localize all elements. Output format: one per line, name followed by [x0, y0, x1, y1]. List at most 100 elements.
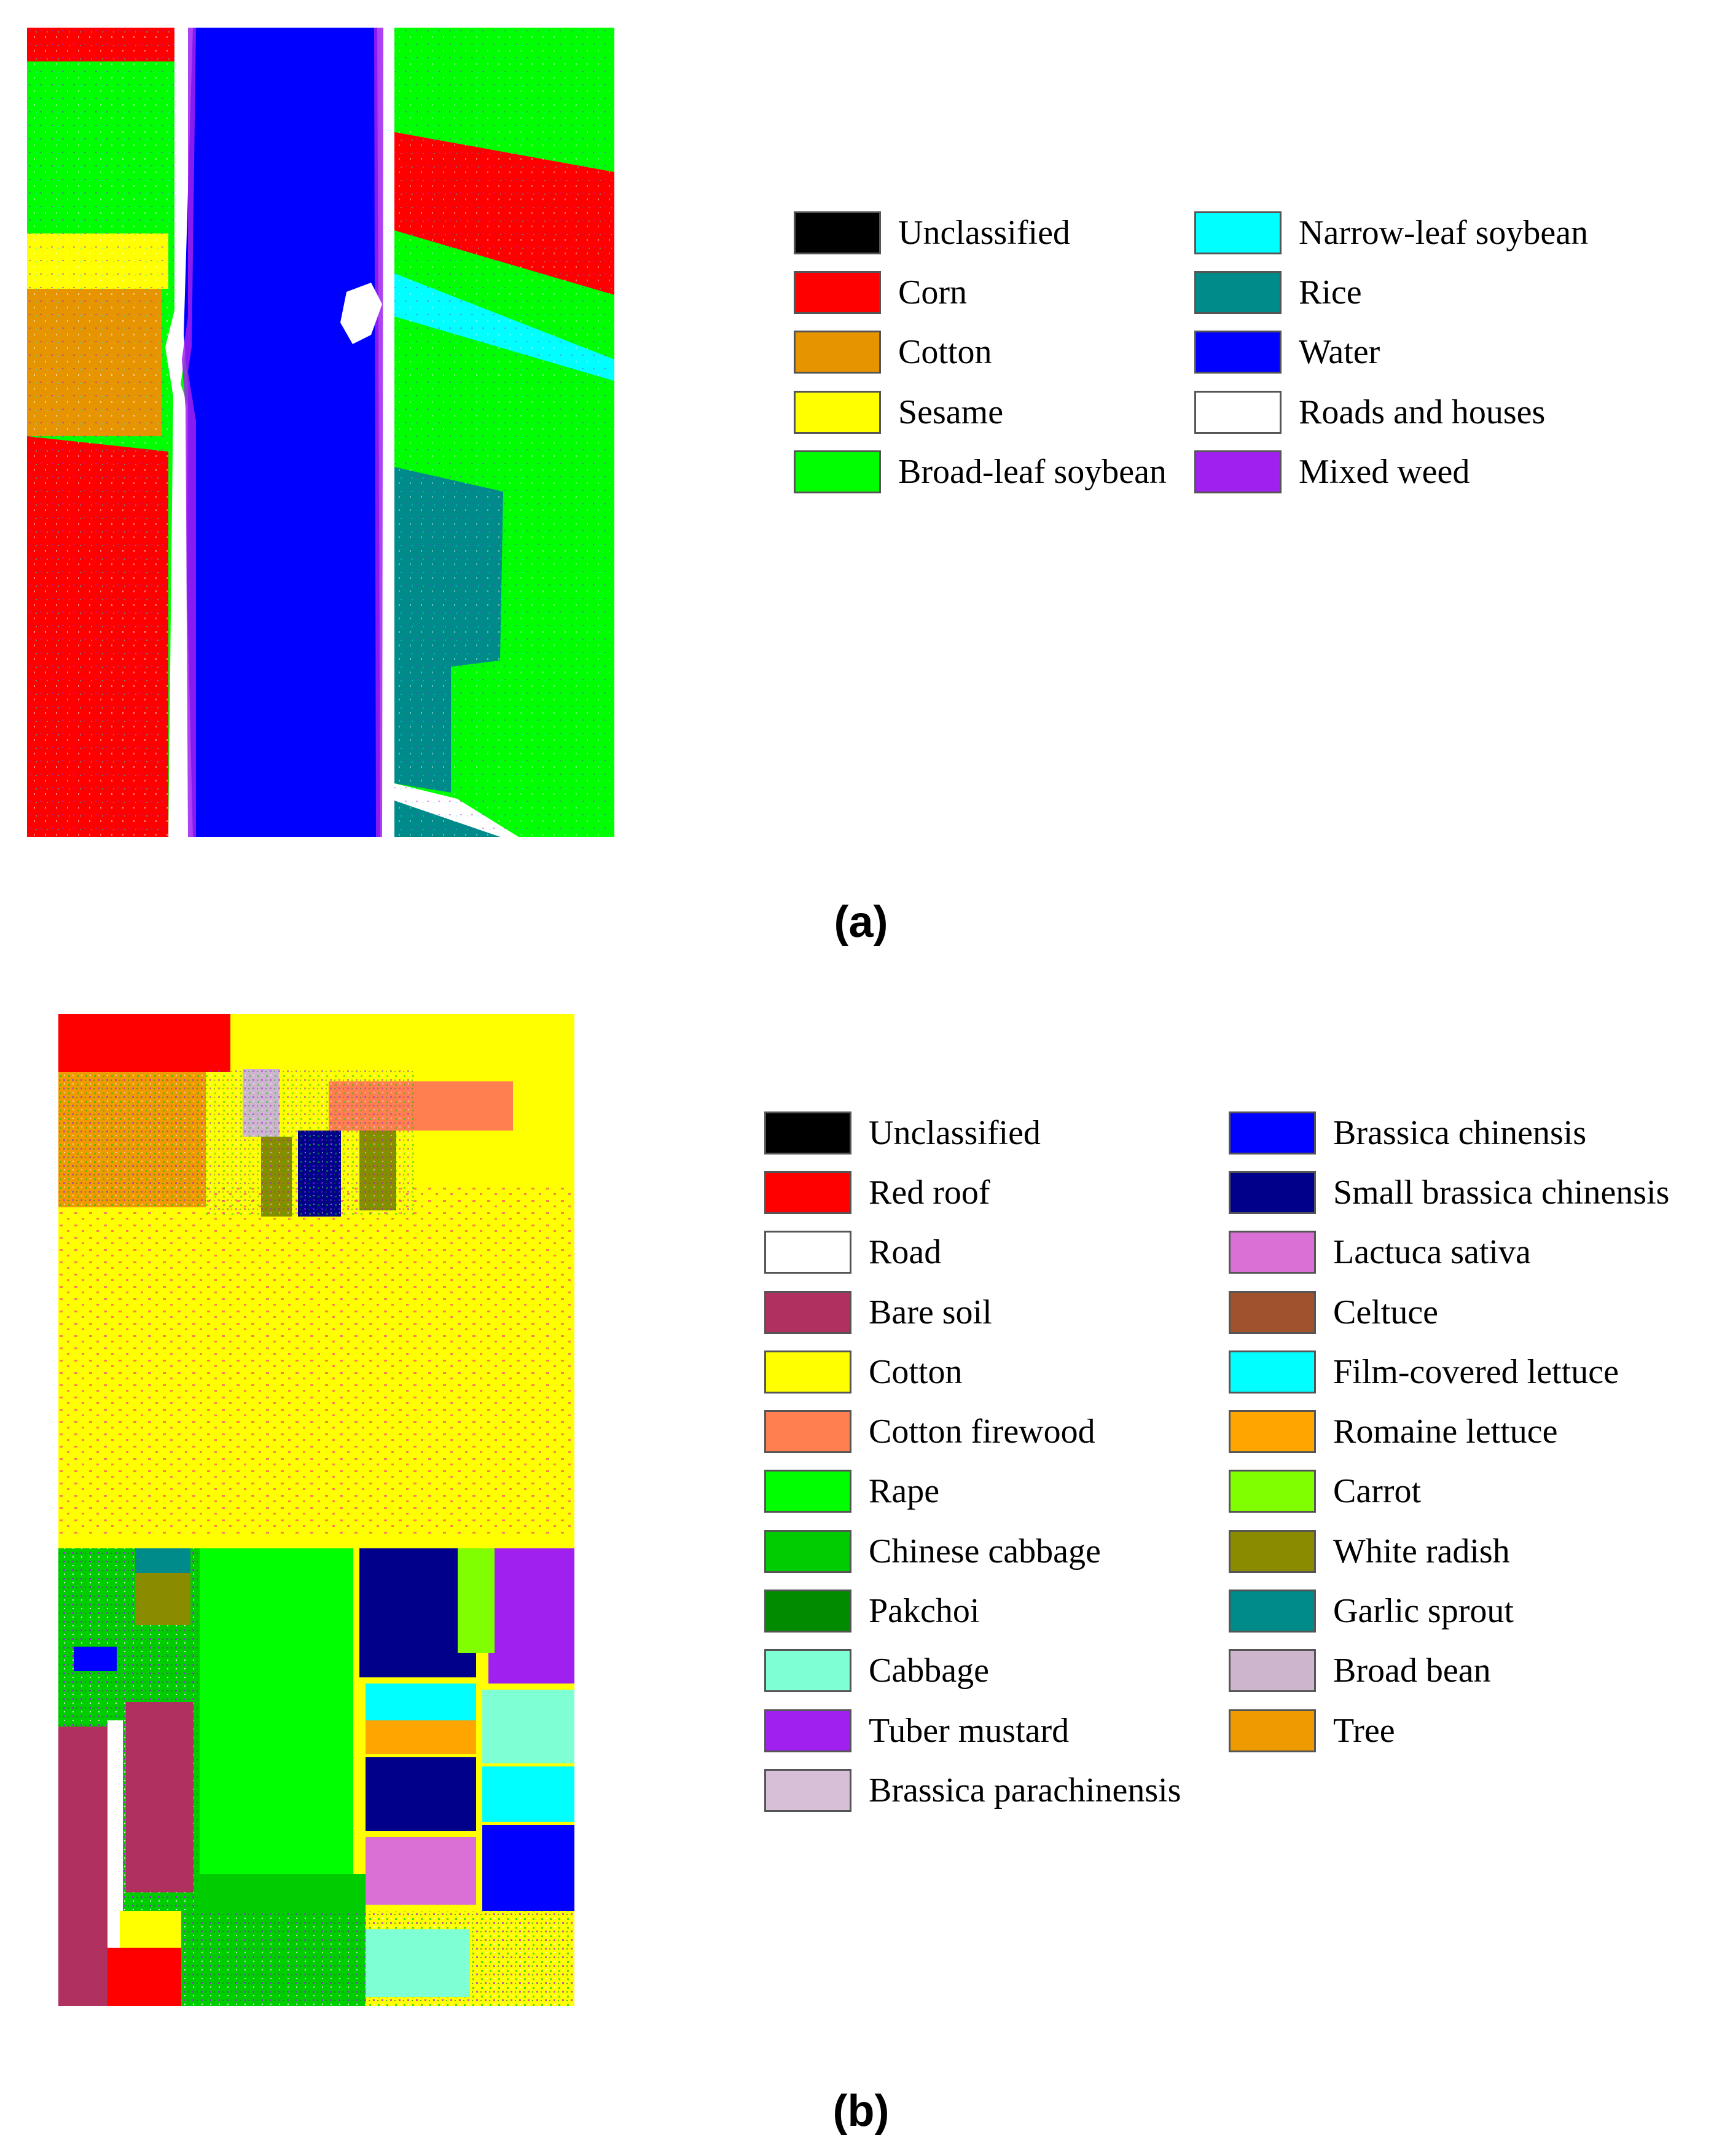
legend-label: Small brassica chinensis	[1333, 1173, 1670, 1212]
region-water	[184, 28, 380, 837]
region-lactuca	[366, 1837, 476, 1905]
legend-swatch	[764, 1768, 851, 1812]
legend-item-bare-soil: Bare soil	[764, 1282, 1181, 1342]
legend-column: Unclassified Corn Cotton Sesame Broad-le…	[794, 203, 1167, 501]
region-small-brassica-lower	[359, 1548, 476, 1677]
legend-item-lactuca-sativa: Lactuca sativa	[1229, 1223, 1669, 1282]
region-romaine	[366, 1720, 476, 1754]
legend-label: Water	[1299, 333, 1380, 372]
legend-label: Tree	[1333, 1711, 1395, 1750]
region-film-lettuce-2	[482, 1766, 574, 1822]
legend-swatch	[1229, 1350, 1316, 1394]
legend-label: Bare soil	[869, 1293, 992, 1331]
legend-swatch	[794, 211, 881, 254]
legend-a: Unclassified Corn Cotton Sesame Broad-le…	[794, 203, 1678, 498]
legend-swatch	[764, 1170, 851, 1214]
legend-item-red-roof: Red roof	[764, 1162, 1181, 1222]
legend-item-brassica-parachinensis: Brassica parachinensis	[764, 1760, 1181, 1820]
legend-item-unclassified: Unclassified	[794, 203, 1167, 262]
legend-b: Unclassified Red roof Road Bare soil Cot…	[764, 1103, 1710, 1812]
legend-label: Celtuce	[1333, 1293, 1439, 1331]
legend-label: Narrow-leaf soybean	[1299, 213, 1589, 252]
legend-item-cotton-firewood: Cotton firewood	[764, 1401, 1181, 1461]
legend-label: Cotton	[869, 1352, 963, 1391]
legend-item-road: Road	[764, 1223, 1181, 1282]
legend-label: Garlic sprout	[1333, 1592, 1514, 1631]
legend-item-celtuce: Celtuce	[1229, 1282, 1669, 1342]
legend-item-sesame: Sesame	[794, 382, 1167, 442]
region-mixed-weed-left	[182, 28, 196, 837]
legend-item-brassica-chinensis: Brassica chinensis	[1229, 1103, 1669, 1162]
region-bare-soil	[58, 1727, 108, 2006]
legend-swatch	[1229, 1470, 1316, 1513]
region-houses	[340, 283, 382, 344]
legend-label: Corn	[898, 273, 967, 312]
legend-label: Brassica chinensis	[1333, 1113, 1587, 1152]
legend-item-broad-leaf-soybean: Broad-leaf soybean	[794, 442, 1167, 501]
legend-swatch	[764, 1290, 851, 1334]
legend-label: Film-covered lettuce	[1333, 1352, 1619, 1391]
legend-swatch	[794, 270, 881, 314]
legend-item-unclassified: Unclassified	[764, 1103, 1181, 1162]
legend-item-narrow-leaf-soybean: Narrow-leaf soybean	[1194, 203, 1588, 262]
region-brassica-chinensis	[482, 1825, 574, 1911]
classification-map-b	[58, 1014, 574, 2006]
legend-swatch	[764, 1709, 851, 1752]
legend-item-romaine-lettuce: Romaine lettuce	[1229, 1401, 1669, 1461]
region-brassica-chinensis-small	[74, 1647, 117, 1671]
legend-swatch	[764, 1470, 851, 1513]
legend-label: Pakchoi	[869, 1592, 980, 1631]
legend-label: Roads and houses	[1299, 393, 1546, 431]
legend-label: Road	[869, 1233, 942, 1272]
legend-swatch	[1229, 1529, 1316, 1573]
legend-item-small-brassica-chinensis: Small brassica chinensis	[1229, 1162, 1669, 1222]
region-film-lettuce	[366, 1684, 476, 1720]
legend-swatch	[1229, 1590, 1316, 1633]
legend-column: Narrow-leaf soybean Rice Water Roads and…	[1194, 203, 1588, 501]
legend-swatch	[794, 390, 881, 434]
legend-swatch	[1229, 1231, 1316, 1274]
legend-swatch	[764, 1350, 851, 1394]
caption-a: (a)	[834, 898, 888, 947]
legend-column: Brassica chinensis Small brassica chinen…	[1229, 1103, 1669, 1760]
legend-item-cabbage: Cabbage	[764, 1641, 1181, 1701]
legend-item-tuber-mustard: Tuber mustard	[764, 1701, 1181, 1760]
legend-swatch	[1229, 1111, 1316, 1154]
region-mixed-weed-lower	[488, 1548, 574, 1684]
legend-label: Red roof	[869, 1173, 990, 1212]
legend-label: Rice	[1299, 273, 1362, 312]
legend-swatch	[764, 1590, 851, 1633]
legend-label: Brassica parachinensis	[869, 1771, 1181, 1809]
legend-label: Unclassified	[869, 1113, 1041, 1152]
legend-swatch	[764, 1410, 851, 1454]
region-cabbage-2	[366, 1929, 470, 1997]
legend-item-corn: Corn	[794, 262, 1167, 322]
legend-label: Cabbage	[869, 1652, 989, 1690]
legend-label: Lactuca sativa	[1333, 1233, 1531, 1272]
region-small-brassica-2	[366, 1757, 476, 1831]
legend-label: Romaine lettuce	[1333, 1413, 1558, 1451]
legend-label: Unclassified	[898, 213, 1070, 252]
legend-swatch	[1194, 211, 1282, 254]
region-white-radish-3	[135, 1570, 190, 1625]
classification-map-a	[27, 28, 614, 837]
region-mixed-weed-right	[374, 28, 383, 837]
legend-item-roads-and-houses: Roads and houses	[1194, 382, 1588, 442]
legend-item-garlic-sprout: Garlic sprout	[1229, 1581, 1669, 1641]
legend-swatch	[1229, 1170, 1316, 1214]
legend-swatch	[764, 1649, 851, 1693]
region-red-roof-bottom	[108, 1948, 181, 2006]
legend-item-carrot: Carrot	[1229, 1462, 1669, 1521]
legend-label: Sesame	[898, 393, 1004, 431]
region-rape	[200, 1548, 353, 1874]
legend-label: Chinese cabbage	[869, 1532, 1101, 1570]
legend-swatch	[1229, 1709, 1316, 1752]
legend-label: Broad bean	[1333, 1652, 1491, 1690]
region-cotton-bottom	[120, 1911, 181, 1948]
legend-item-water: Water	[1194, 323, 1588, 382]
legend-swatch	[794, 331, 881, 374]
legend-swatch	[1194, 331, 1282, 374]
legend-swatch	[764, 1529, 851, 1573]
region-red-roof-top	[58, 1014, 230, 1072]
panel-b: Unclassified Red roof Road Bare soil Cot…	[0, 983, 1722, 2156]
